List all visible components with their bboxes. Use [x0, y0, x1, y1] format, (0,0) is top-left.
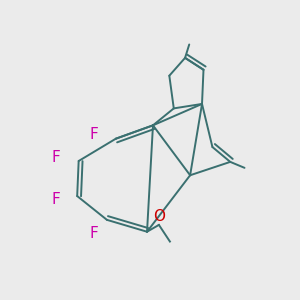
Text: F: F — [89, 127, 98, 142]
Text: O: O — [153, 209, 165, 224]
Text: F: F — [52, 191, 61, 206]
Text: F: F — [52, 150, 61, 165]
Text: F: F — [89, 226, 98, 241]
